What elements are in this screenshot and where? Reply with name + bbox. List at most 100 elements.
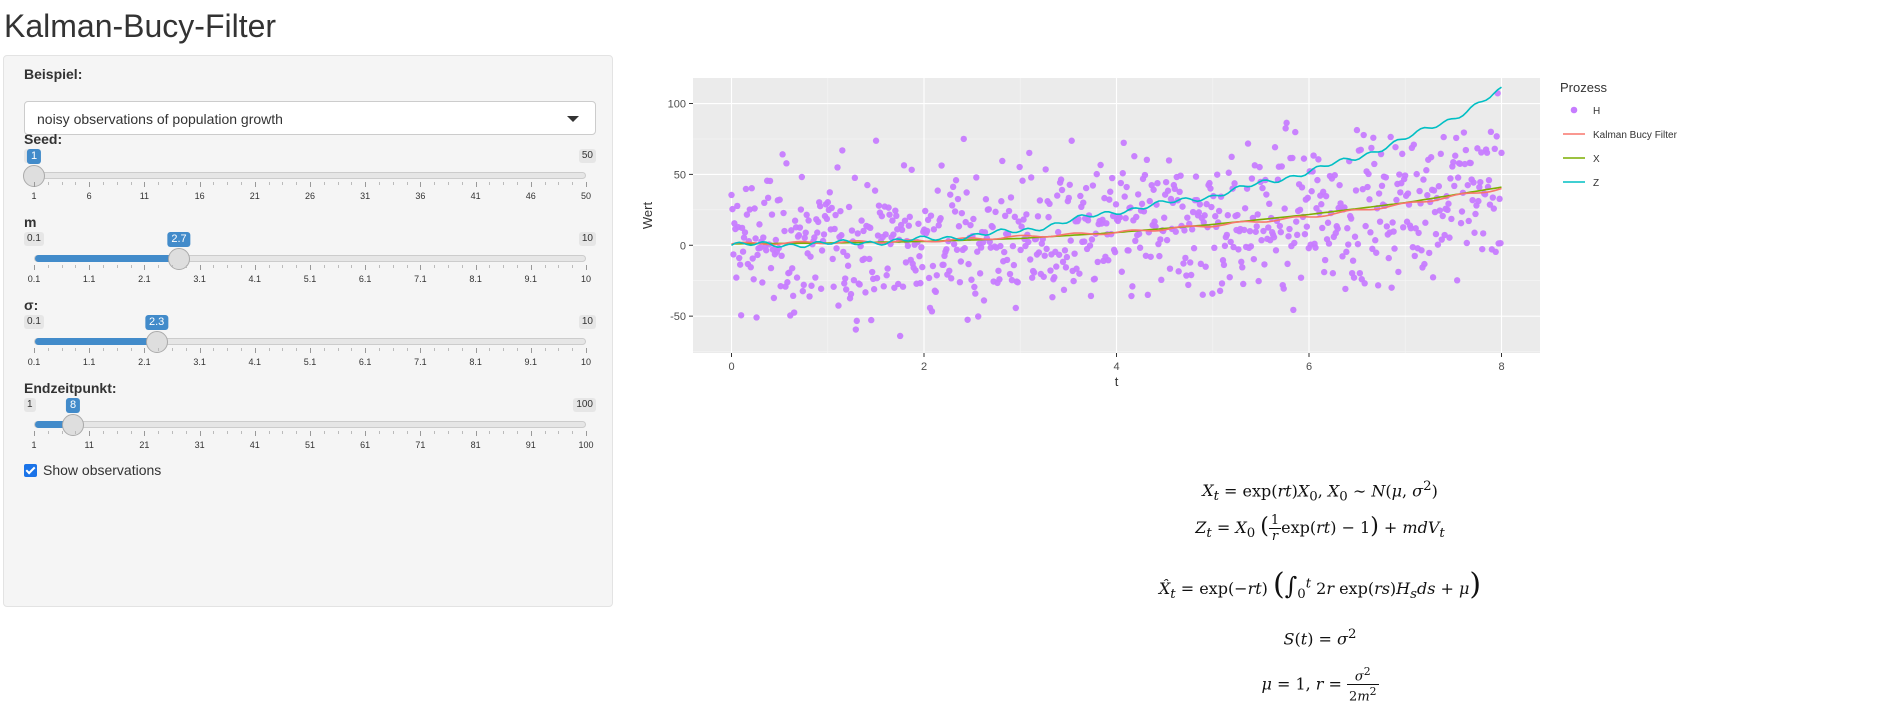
data-point-h [797, 206, 805, 213]
sigma-handle[interactable] [145, 331, 168, 353]
data-point-h [1150, 186, 1157, 193]
data-point-h [985, 206, 993, 213]
slider-tick [337, 182, 339, 185]
data-point-h [1089, 182, 1097, 189]
data-point-h [780, 209, 787, 217]
data-point-h [1418, 247, 1425, 254]
data-point-h [1260, 227, 1267, 235]
sigma-label: σ: [24, 297, 39, 313]
data-point-h [918, 244, 925, 251]
data-point-h [1318, 201, 1325, 208]
data-point-h [1351, 233, 1359, 240]
data-point-h [811, 234, 818, 241]
slider-tick-label: 9.1 [524, 274, 538, 284]
data-point-h [1195, 209, 1203, 216]
example-select[interactable]: noisy observations of population growth [24, 101, 596, 135]
endtime-slider[interactable]: 1 100 8 1 11 21 31 41 51 61 71 81 91 100 [24, 398, 596, 458]
m-slider[interactable]: 0.1 10 2.7 0.1 1.1 2.1 3.1 4.1 5.1 6.1 7.1 8.1 9.1 10 [24, 232, 596, 292]
data-point-h [1251, 162, 1258, 169]
m-track[interactable] [34, 255, 586, 262]
data-point-h [1084, 217, 1092, 224]
sigma-track[interactable] [34, 338, 586, 345]
data-point-h [1284, 260, 1291, 268]
data-point-h [1331, 172, 1338, 179]
data-point-h [801, 234, 808, 242]
data-point-h [833, 245, 840, 252]
data-point-h [1215, 207, 1223, 215]
slider-tick [34, 431, 35, 436]
slider-tick [185, 182, 187, 185]
data-point-h [843, 252, 851, 259]
slider-tick [434, 431, 436, 434]
data-point-h [1158, 276, 1165, 284]
data-point-h [952, 177, 960, 184]
data-point-h [1187, 259, 1194, 266]
data-point-h [1388, 284, 1395, 291]
data-point-h [869, 268, 876, 276]
seed-track[interactable] [34, 172, 586, 179]
data-point-h [1034, 213, 1042, 220]
sigma-slider[interactable]: 0.1 10 2.3 0.1 1.1 2.1 3.1 4.1 5.1 6.1 7.1 8.1 9.1 10 [24, 315, 596, 375]
data-point-h [730, 251, 737, 258]
data-point-h [1462, 146, 1470, 154]
data-point-h [1151, 218, 1158, 225]
data-point-h [1006, 270, 1014, 278]
data-point-h [1185, 281, 1192, 289]
endtime-handle[interactable] [62, 414, 85, 436]
data-point-h [989, 223, 996, 231]
data-point-h [1007, 194, 1015, 201]
data-point-h [1240, 226, 1248, 234]
data-point-h [1263, 191, 1270, 198]
data-point-h [1464, 181, 1471, 189]
data-point-h [947, 191, 954, 198]
show-observations-checkbox[interactable]: Show observations [24, 462, 161, 478]
chevron-down-icon[interactable] [567, 116, 579, 122]
data-point-h [1286, 225, 1293, 233]
endtime-track[interactable] [34, 421, 586, 428]
data-point-h [1248, 175, 1256, 182]
data-point-h [900, 162, 908, 169]
slider-tick-label: 36 [415, 191, 426, 201]
endtime-ticks: 1 11 21 31 41 51 61 71 81 91 100 [31, 431, 594, 455]
slider-tick [448, 348, 449, 351]
data-point-h [1177, 172, 1184, 179]
seed-value-label: 1 [26, 149, 42, 164]
data-point-h [1190, 245, 1198, 252]
m-handle[interactable] [167, 248, 190, 270]
seed-slider[interactable]: 150116111621263136414650 [23, 149, 596, 209]
data-point-h [893, 212, 900, 220]
data-point-h [1018, 223, 1025, 230]
slider-tick [406, 431, 408, 434]
slider-tick [392, 182, 394, 185]
data-point-h [1444, 206, 1451, 214]
data-point-h [1025, 238, 1032, 246]
data-point-h [1285, 233, 1292, 240]
data-point-h [1486, 201, 1494, 208]
data-point-h [1216, 287, 1224, 295]
data-point-h [751, 205, 758, 212]
data-point-h [1221, 242, 1229, 250]
slider-tick [351, 431, 353, 434]
data-point-h [971, 283, 978, 291]
data-point-h [1401, 172, 1409, 179]
slider-tick-label: 11 [139, 191, 150, 201]
data-point-h [806, 293, 813, 300]
y-tick-label: 0 [680, 240, 686, 252]
data-point-h [829, 255, 836, 263]
data-point-h [1492, 248, 1499, 256]
data-point-h [1199, 291, 1206, 298]
data-point-h [1157, 236, 1164, 243]
data-point-h [953, 246, 961, 253]
slider-tick-label: 41 [249, 440, 260, 450]
checkbox-checked-icon[interactable] [24, 464, 37, 477]
data-point-h [1163, 236, 1171, 244]
data-point-h [838, 232, 845, 239]
slider-tick [558, 182, 560, 185]
data-point-h [864, 181, 871, 189]
data-point-h [1436, 207, 1444, 214]
data-point-h [1441, 231, 1448, 239]
data-point-h [1343, 248, 1350, 256]
data-point-h [1465, 217, 1472, 225]
slider-tick [227, 182, 229, 185]
slider-tick [434, 348, 436, 351]
